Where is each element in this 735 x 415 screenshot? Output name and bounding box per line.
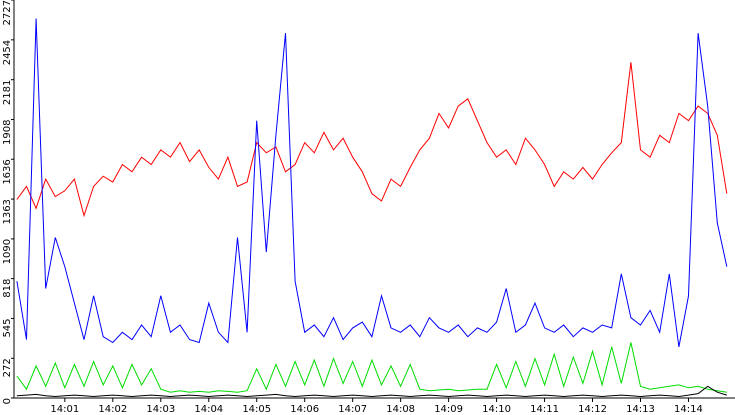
x-tick-label: 14:07 [338, 404, 367, 415]
series-line [16, 342, 727, 393]
x-tick-label: 14:02 [98, 404, 127, 415]
x-tick-label: 14:11 [530, 404, 559, 415]
series-line [16, 18, 728, 347]
x-tick-label: 14:12 [578, 404, 607, 415]
series-line [16, 385, 727, 398]
y-tick-label: 1363 [2, 199, 13, 224]
y-tick-label: 818 [2, 279, 13, 298]
x-tick-label: 14:09 [434, 404, 463, 415]
y-tick-label: 2727 [2, 0, 13, 25]
y-tick-label: 0 [2, 398, 13, 404]
x-tick-label: 14:03 [146, 404, 175, 415]
series-line [16, 62, 728, 218]
x-tick-label: 14:13 [626, 404, 655, 415]
y-tick-label: 2454 [2, 40, 13, 65]
x-tick-label: 14:01 [50, 404, 79, 415]
y-tick-label: 2181 [2, 80, 13, 105]
x-tick-label: 14:14 [674, 404, 703, 415]
y-tick-label: 545 [2, 318, 13, 337]
x-tick-label: 14:08 [386, 404, 415, 415]
y-tick-label: 1090 [2, 239, 13, 264]
x-tick-label: 14:04 [194, 404, 223, 415]
x-tick-label: 14:05 [242, 404, 271, 415]
x-tick-label: 14:06 [290, 404, 319, 415]
y-tick-label: 1908 [2, 120, 13, 145]
x-tick-label: 14:10 [482, 404, 511, 415]
y-tick-label: 1636 [2, 159, 13, 184]
y-tick-label: 272 [2, 358, 13, 377]
